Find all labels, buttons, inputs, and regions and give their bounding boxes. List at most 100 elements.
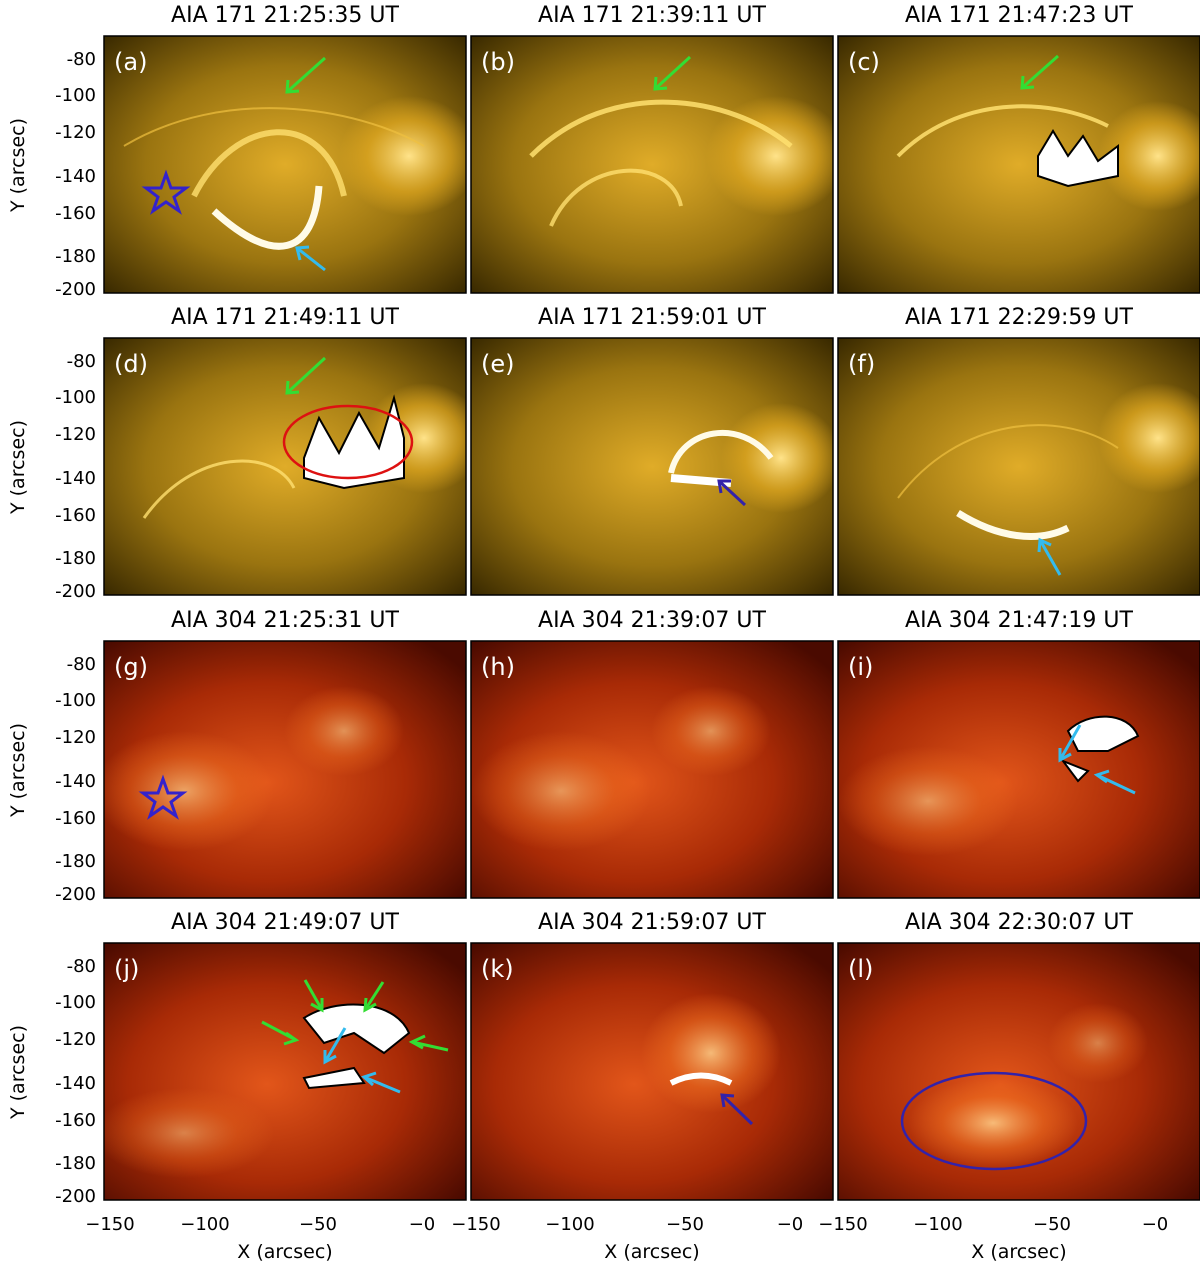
panel-c-title: AIA 171 21:47:23 UT [905, 3, 1133, 28]
x-tick: −100 [180, 1214, 229, 1235]
y-tick: -180 [55, 1153, 96, 1174]
panel-l-letter: (l) [848, 955, 873, 983]
y-tick: -120 [55, 122, 96, 143]
arrow-icon [303, 979, 324, 1013]
panel-h [471, 641, 833, 898]
y-tick: -140 [55, 1073, 96, 1094]
panel-d-title: AIA 171 21:49:11 UT [171, 305, 399, 330]
panel-a [104, 36, 466, 293]
x-tick: −150 [818, 1214, 867, 1235]
x-tick: −0 [777, 1214, 804, 1235]
panel-k-letter: (k) [481, 955, 514, 983]
star-icon [141, 169, 191, 215]
x-tick: −150 [85, 1214, 134, 1235]
panel-i-letter: (i) [848, 653, 873, 681]
y-tick: -140 [55, 468, 96, 489]
panel-e [471, 338, 833, 595]
y-tick: -160 [55, 203, 96, 224]
panel-i-title: AIA 304 21:47:19 UT [905, 608, 1133, 633]
x-tick: −50 [299, 1214, 337, 1235]
panel-g [104, 641, 466, 898]
arrow-icon [361, 1071, 401, 1094]
panel-e-letter: (e) [481, 350, 515, 378]
panel-g-title: AIA 304 21:25:31 UT [171, 608, 399, 633]
y-tick: -120 [55, 1029, 96, 1050]
x-axis-label: X (arcsec) [237, 1241, 332, 1263]
ellipse-outline [900, 1071, 1088, 1171]
y-tick: -80 [67, 49, 96, 70]
arrow-icon [717, 479, 747, 507]
panel-d-letter: (d) [114, 350, 148, 378]
arrow-icon [261, 1020, 300, 1046]
y-tick: -200 [55, 884, 96, 905]
y-axis-label: Y (arcsec) [7, 420, 29, 515]
x-tick: −50 [666, 1214, 704, 1235]
x-axis-label: X (arcsec) [604, 1241, 699, 1263]
panel-f-letter: (f) [848, 350, 875, 378]
y-tick: -100 [55, 85, 96, 106]
panel-l [838, 943, 1200, 1200]
y-tick: -180 [55, 851, 96, 872]
y-tick: -100 [55, 992, 96, 1013]
panel-h-title: AIA 304 21:39:07 UT [538, 608, 766, 633]
arrow-icon [1020, 54, 1059, 90]
panel-b [471, 36, 833, 293]
arrow-icon [295, 245, 326, 272]
arrow-icon [653, 55, 692, 91]
panel-a-title: AIA 171 21:25:35 UT [171, 3, 399, 28]
y-tick: -100 [55, 387, 96, 408]
panel-j-letter: (j) [114, 955, 139, 983]
arrow-icon [1037, 537, 1062, 576]
x-tick: −100 [913, 1214, 962, 1235]
y-axis-label: Y (arcsec) [7, 1025, 29, 1120]
x-tick: −0 [409, 1214, 436, 1235]
y-tick: -80 [67, 654, 96, 675]
panel-a-letter: (a) [114, 48, 147, 76]
arrow-icon [285, 356, 327, 395]
y-tick: -180 [55, 246, 96, 267]
y-tick: -80 [67, 351, 96, 372]
y-tick: -80 [67, 956, 96, 977]
y-tick: -140 [55, 771, 96, 792]
panel-l-title: AIA 304 22:30:07 UT [905, 910, 1133, 935]
x-axis-label: X (arcsec) [971, 1241, 1066, 1263]
arrow-icon [1093, 769, 1136, 795]
panel-j [104, 943, 466, 1200]
panel-h-letter: (h) [481, 653, 515, 681]
x-tick: −150 [451, 1214, 500, 1235]
panel-i [838, 641, 1200, 898]
panel-g-letter: (g) [114, 653, 148, 681]
panel-frames [103, 35, 1200, 1201]
panel-k-title: AIA 304 21:59:07 UT [538, 910, 766, 935]
x-tick: −0 [1142, 1214, 1169, 1235]
panel-f-title: AIA 171 22:29:59 UT [905, 305, 1133, 330]
arrow-icon [1058, 724, 1082, 763]
panel-d [104, 338, 466, 595]
y-tick: -100 [55, 690, 96, 711]
ellipse-outline [282, 404, 414, 480]
y-axis-label: Y (arcsec) [7, 723, 29, 818]
arrow-icon [323, 1027, 347, 1065]
y-tick: -200 [55, 279, 96, 300]
panel-b-title: AIA 171 21:39:11 UT [538, 3, 766, 28]
y-tick: -180 [55, 548, 96, 569]
panel-f [838, 338, 1200, 595]
y-tick: -200 [55, 1186, 96, 1207]
y-tick: -140 [55, 166, 96, 187]
x-tick: −50 [1033, 1214, 1071, 1235]
panel-e-title: AIA 171 21:59:01 UT [538, 305, 766, 330]
panel-c [838, 36, 1200, 293]
y-tick: -120 [55, 727, 96, 748]
panel-b-letter: (b) [481, 48, 515, 76]
panel-k [471, 943, 833, 1200]
arrow-icon [285, 56, 327, 94]
arrow-icon [363, 981, 385, 1013]
arrow-icon [720, 1093, 754, 1126]
y-tick: -160 [55, 1110, 96, 1131]
y-tick: -200 [55, 581, 96, 602]
x-tick: −100 [545, 1214, 594, 1235]
panel-c-letter: (c) [848, 48, 880, 76]
panel-j-title: AIA 304 21:49:07 UT [171, 910, 399, 935]
arrow-icon [408, 1034, 449, 1052]
